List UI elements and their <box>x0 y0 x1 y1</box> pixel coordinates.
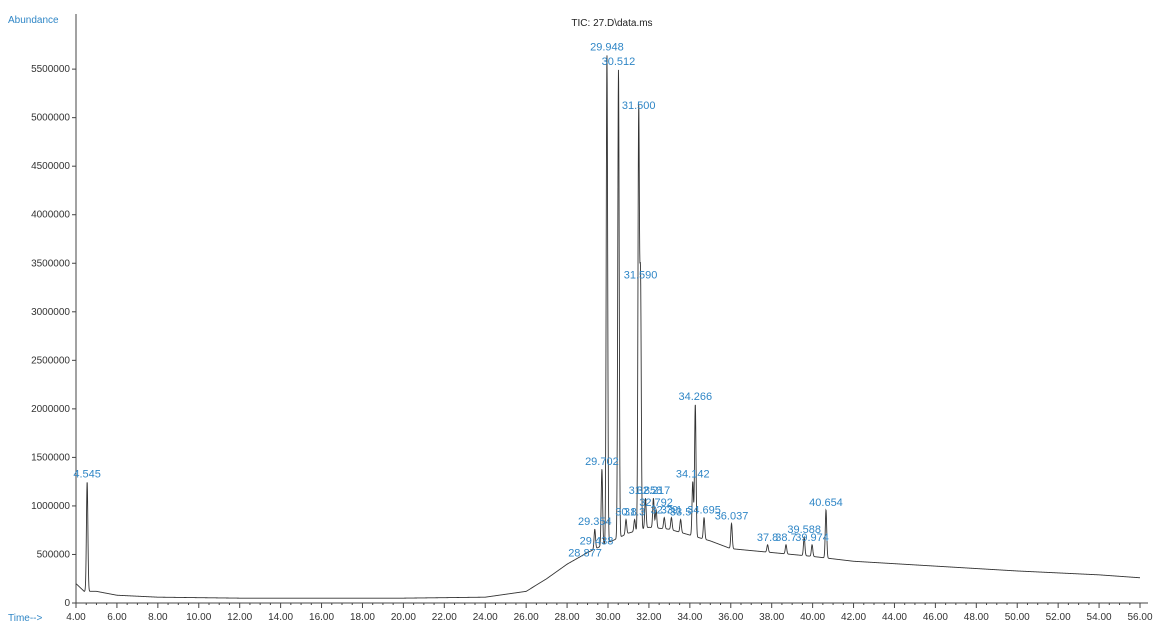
y-tick-label: 3000000 <box>31 307 70 318</box>
x-tick-label: 42.00 <box>841 612 866 623</box>
x-tick-label: 18.00 <box>350 612 375 623</box>
peak-label: 32.217 <box>637 485 671 497</box>
x-tick-label: 32.00 <box>636 612 661 623</box>
x-tick-label: 36.00 <box>718 612 743 623</box>
x-axis-title: Time--> <box>8 613 43 623</box>
x-tick-label: 28.00 <box>555 612 580 623</box>
x-tick-label: 34.00 <box>677 612 702 623</box>
y-tick-label: 4000000 <box>31 210 70 221</box>
x-tick-label: 48.00 <box>964 612 989 623</box>
peak-label: 28.877 <box>568 547 602 559</box>
peak-label: 32.79 <box>651 505 679 517</box>
peak-label: 29.438 <box>580 536 614 548</box>
peak-label: 29.354 <box>578 516 612 528</box>
y-tick-label: 2000000 <box>31 404 70 415</box>
x-tick-label: 40.00 <box>800 612 825 623</box>
peak-label: 33.5 <box>670 507 691 519</box>
y-tick-label: 5500000 <box>31 64 70 75</box>
peak-label: 31.590 <box>624 270 658 282</box>
peak-label: 34.266 <box>678 391 712 403</box>
x-tick-label: 54.00 <box>1087 612 1112 623</box>
y-tick-label: 1500000 <box>31 452 70 463</box>
peak-label: 4.545 <box>73 469 101 481</box>
y-tick-label: 1000000 <box>31 501 70 512</box>
peak-label: 31.3 <box>624 507 645 519</box>
axes <box>75 14 1148 604</box>
peak-label: 29.702 <box>585 456 619 468</box>
x-tick-label: 50.00 <box>1005 612 1030 623</box>
peak-label: 32.792 <box>639 497 673 509</box>
x-tick-label: 16.00 <box>309 612 334 623</box>
x-tick-label: 8.00 <box>148 612 168 623</box>
peak-label: 34.695 <box>687 505 721 517</box>
peak-label: 31.858 <box>629 485 663 497</box>
series-layer <box>75 55 1141 599</box>
peak-label: 34.142 <box>676 469 710 481</box>
peak-label: 30.8 <box>615 507 636 519</box>
peak-label: 40.654 <box>809 497 843 509</box>
x-tick-label: 30.00 <box>595 612 620 623</box>
x-tick-label: 4.00 <box>66 612 86 623</box>
y-axis-title: Abundance <box>8 15 59 26</box>
x-tick-label: 20.00 <box>391 612 416 623</box>
peak-label: 29.948 <box>590 42 624 54</box>
x-tick-label: 56.00 <box>1127 612 1152 623</box>
tic-trace <box>75 55 1141 599</box>
x-tick-label: 24.00 <box>473 612 498 623</box>
x-tick-label: 22.00 <box>432 612 457 623</box>
peak-label: 37.8 <box>757 532 778 544</box>
y-tick-label: 4500000 <box>31 161 70 172</box>
x-tick-label: 44.00 <box>882 612 907 623</box>
x-axis-ticks: 4.00 6.00 8.00 10.00 12.00 14.00 16.00 18.00 20.… <box>66 603 1153 623</box>
x-tick-label: 26.00 <box>514 612 539 623</box>
x-tick-label: 14.00 <box>268 612 293 623</box>
y-tick-label: 0 <box>64 598 70 609</box>
y-tick-label: 5000000 <box>31 113 70 124</box>
peak-label: 38.7 <box>775 532 796 544</box>
x-tick-label: 52.00 <box>1046 612 1071 623</box>
x-tick-label: 6.00 <box>107 612 127 623</box>
chart-title: TIC: 27.D\data.ms <box>571 18 652 29</box>
peak-label: 30.512 <box>602 56 636 68</box>
peak-label: 31.500 <box>622 100 656 112</box>
y-tick-label: 3500000 <box>31 258 70 269</box>
peak-label: 36.037 <box>715 510 749 522</box>
x-tick-label: 12.00 <box>227 612 252 623</box>
peak-label: 39.974 <box>795 532 829 544</box>
y-tick-label: 500000 <box>37 549 71 560</box>
peak-label: 33.1 <box>661 505 682 517</box>
y-axis-ticks: 0 500000 1000000 1500000 2000000 2500000 30000… <box>31 64 76 609</box>
x-tick-label: 38.00 <box>759 612 784 623</box>
peak-label: 39.588 <box>787 524 821 536</box>
x-tick-label: 10.00 <box>186 612 211 623</box>
x-tick-label: 46.00 <box>923 612 948 623</box>
y-tick-label: 2500000 <box>31 355 70 366</box>
